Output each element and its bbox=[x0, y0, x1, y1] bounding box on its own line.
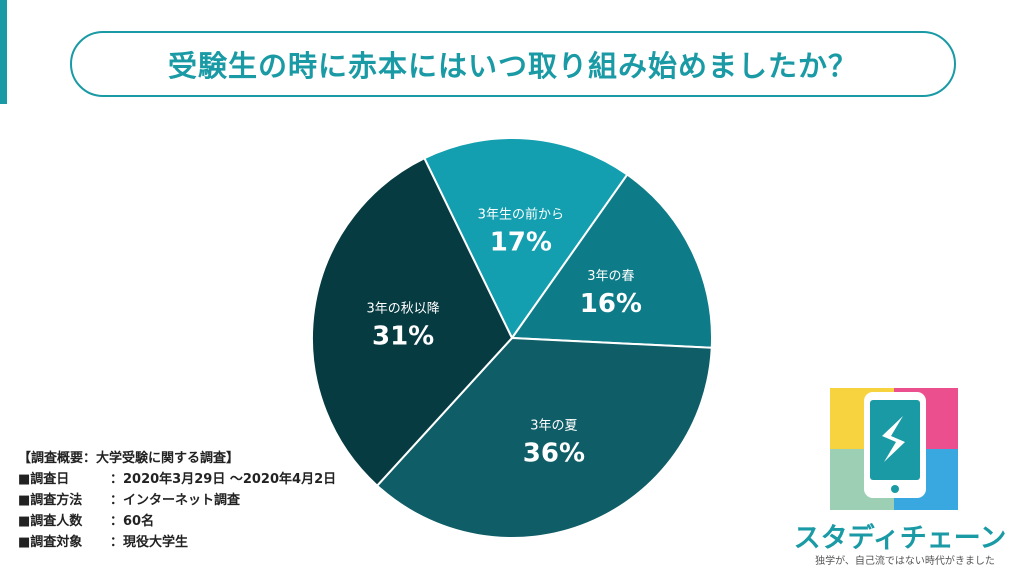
pie-slice-3 bbox=[311, 156, 514, 488]
brand-logo bbox=[830, 388, 958, 510]
slice-value-3: 31% bbox=[372, 321, 434, 351]
phone-icon bbox=[864, 392, 926, 498]
brand-name: スタディチェーン bbox=[793, 523, 1007, 554]
survey-heading: 【調査概要：大学受験に関する調査】 bbox=[18, 451, 240, 466]
slice-label-1: 3年の春 bbox=[587, 269, 634, 284]
slice-value-2: 36% bbox=[523, 439, 585, 469]
pie-slice-1 bbox=[510, 173, 713, 349]
survey-row-target: ■調査対象 ：現役大学生 bbox=[18, 535, 189, 550]
chart-title: 受験生の時に赤本にはいつ取り組み始めましたか？ bbox=[167, 49, 858, 83]
slice-value-1: 16% bbox=[580, 289, 642, 319]
survey-row-method: ■調査方法 ：インターネット調査 bbox=[18, 493, 241, 508]
slice-label-2: 3年の夏 bbox=[530, 419, 577, 434]
slice-label-0: 3年生の前から bbox=[478, 206, 564, 222]
survey-row-count: ■調査人数 ：60名 bbox=[18, 514, 155, 529]
slice-label-3: 3年の秋以降 bbox=[366, 301, 439, 316]
title-banner: 受験生の時に赤本にはいつ取り組み始めましたか？ bbox=[70, 31, 956, 97]
survey-row-date: ■調査日 ：2020年3月29日 〜2020年4月2日 bbox=[18, 472, 337, 487]
pie-slice-2 bbox=[375, 336, 713, 539]
slice-value-0: 17% bbox=[490, 227, 552, 257]
brand-tagline: 独学が、自己流ではない時代がきました bbox=[815, 556, 995, 567]
pie-slice-0 bbox=[422, 137, 629, 340]
survey-summary: 【調査概要：大学受験に関する調査】 ■調査日 ：2020年3月29日 〜2020… bbox=[18, 448, 336, 553]
left-accent-bar bbox=[0, 0, 7, 104]
